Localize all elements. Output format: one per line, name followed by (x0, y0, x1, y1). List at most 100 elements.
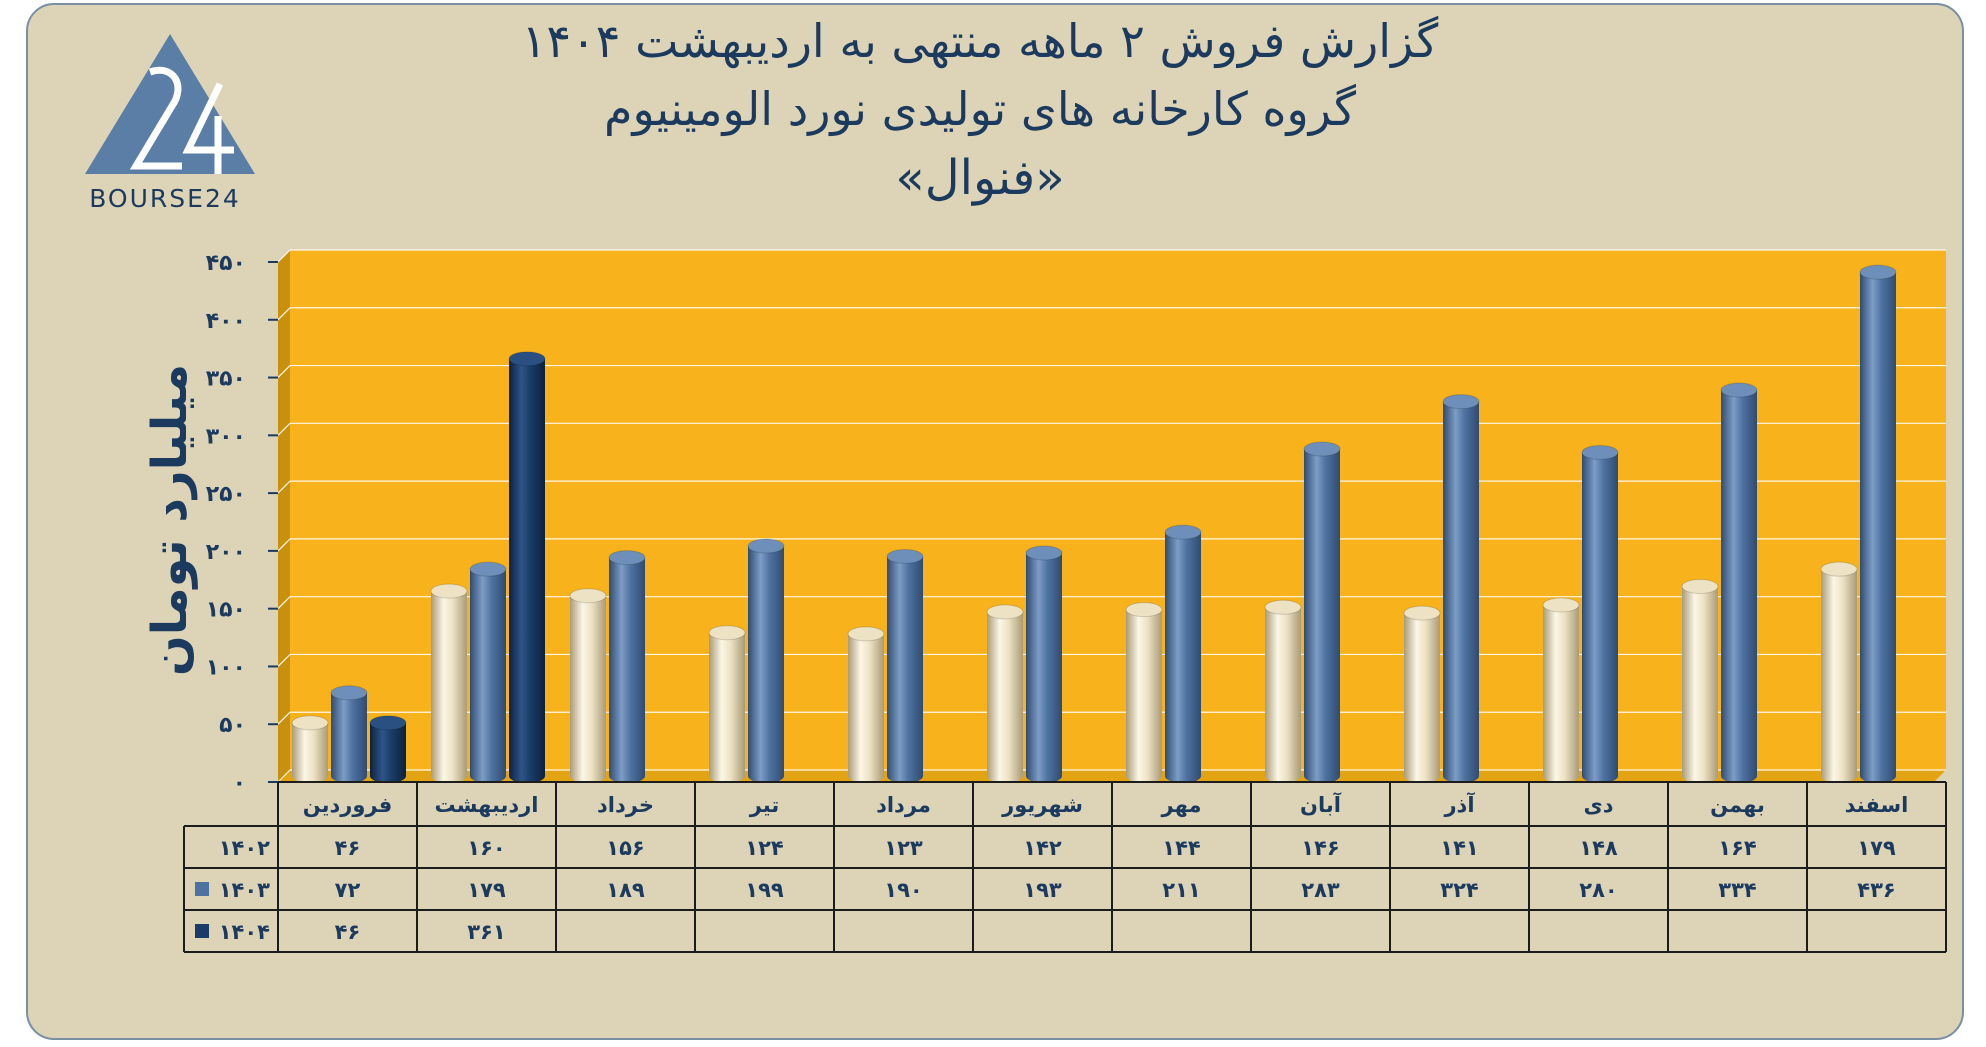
y-tick-label: ۲۰۰ (206, 540, 246, 565)
bar-base (470, 769, 506, 783)
bar-base (1582, 769, 1618, 783)
plot-back-wall (290, 250, 1946, 770)
plot-side-wall (278, 250, 290, 782)
chart-title-line-2: گروه کارخانه های تولیدی نورد الومینیوم (604, 82, 1356, 136)
bar-base (1404, 769, 1440, 783)
bar-base (1682, 769, 1718, 783)
bar-base (848, 769, 884, 783)
y-tick-label: ۰ (233, 771, 246, 796)
bar-top (291, 715, 329, 731)
gridline-side (277, 654, 291, 667)
bar-top (1581, 444, 1619, 460)
bar-top (847, 626, 885, 642)
y-tick-label: ۴۵۰ (206, 251, 246, 276)
bar-top (1164, 524, 1202, 540)
bar-base (570, 769, 606, 783)
bar-base (887, 769, 923, 783)
data-label: ۱۴۴ (1162, 836, 1201, 860)
data-label: ۱۹۳ (1023, 878, 1062, 902)
bar-base (1265, 769, 1301, 783)
bar-top (1264, 599, 1302, 615)
gridline-side (277, 538, 291, 552)
bar (748, 546, 784, 776)
category-label: اسفند (1845, 793, 1909, 817)
bar (1304, 448, 1340, 776)
bar-top (608, 550, 646, 566)
category-label: خرداد (597, 793, 654, 817)
bar-top (1025, 545, 1063, 561)
bar-top (369, 715, 407, 731)
bar (1543, 604, 1579, 776)
data-label: ۱۲۴ (745, 836, 784, 860)
bar-top (1125, 602, 1163, 618)
y-tick-label: ۴۰۰ (206, 309, 246, 334)
data-label: ۱۴۲ (1023, 836, 1062, 860)
category-label: شهریور (1001, 793, 1083, 817)
data-label: ۲۱۱ (1162, 878, 1200, 902)
bar-top (469, 561, 507, 577)
bar-top (1542, 597, 1580, 613)
data-label: ۳۳۴ (1718, 878, 1757, 902)
gridline-side (277, 422, 291, 436)
bar-top (1442, 394, 1480, 410)
data-label: ۱۷۹ (467, 878, 506, 902)
bar-top (886, 548, 924, 564)
category-label: آذر (1443, 792, 1475, 817)
bar-base (509, 769, 545, 783)
bar-top (1859, 264, 1897, 280)
category-label: مرداد (876, 793, 931, 817)
category-label: آبان (1300, 792, 1342, 817)
bar (570, 595, 606, 776)
bar-base (1443, 769, 1479, 783)
bar-base (709, 769, 745, 783)
bar-top (986, 604, 1024, 620)
gridline-side (277, 769, 291, 783)
logo-mark-4 (182, 82, 234, 174)
bar-top (1720, 382, 1758, 398)
bar (1126, 609, 1162, 776)
series-name: ۱۴۰۴ (219, 920, 270, 944)
bar-top (1820, 561, 1858, 577)
bar-base (1304, 769, 1340, 783)
data-label: ۱۴۱ (1440, 836, 1478, 860)
data-label: ۱۹۰ (884, 878, 922, 902)
data-label: ۱۲۳ (884, 836, 923, 860)
bar-base (1860, 769, 1896, 783)
y-tick-label: ۲۵۰ (206, 482, 246, 507)
bar (848, 633, 884, 776)
data-label: ۲۸۰ (1579, 878, 1617, 902)
bar (370, 722, 406, 776)
bar-base (1026, 769, 1062, 783)
y-tick-label: ۳۰۰ (206, 424, 246, 449)
bar-top (569, 588, 607, 604)
bar (987, 611, 1023, 776)
category-label: فروردین (303, 793, 393, 817)
series-name: ۱۴۰۳ (219, 878, 270, 902)
bar (331, 692, 367, 776)
bar (1582, 452, 1618, 776)
gridline-side (277, 480, 291, 494)
logo-mark-2 (129, 66, 182, 170)
data-label: ۱۴۸ (1579, 836, 1618, 860)
bar (1821, 569, 1857, 776)
bar-base (370, 769, 406, 783)
category-label: بهمن (1710, 793, 1765, 817)
chart-title-line-1: گزارش فروش ۲ ماهه منتهی به اردیبهشت ۱۴۰۴ (521, 14, 1439, 68)
bar-top (747, 538, 785, 554)
bar-base (292, 769, 328, 783)
chart-title-line-3: «فنوال» (895, 150, 1065, 206)
bar (292, 722, 328, 776)
bar-base (431, 769, 467, 783)
data-label: ۴۳۶ (1857, 878, 1895, 902)
category-label: دی (1583, 793, 1613, 817)
bar-base (987, 769, 1023, 783)
bar-top (1681, 578, 1719, 594)
data-label: ۱۴۶ (1301, 836, 1339, 860)
bar (1404, 613, 1440, 776)
bar-base (1165, 769, 1201, 783)
data-label: ۳۲۴ (1440, 878, 1479, 902)
bar-top (708, 625, 746, 641)
data-label: ۴۶ (335, 836, 361, 860)
logo-text: BOURSE24 (89, 184, 241, 213)
